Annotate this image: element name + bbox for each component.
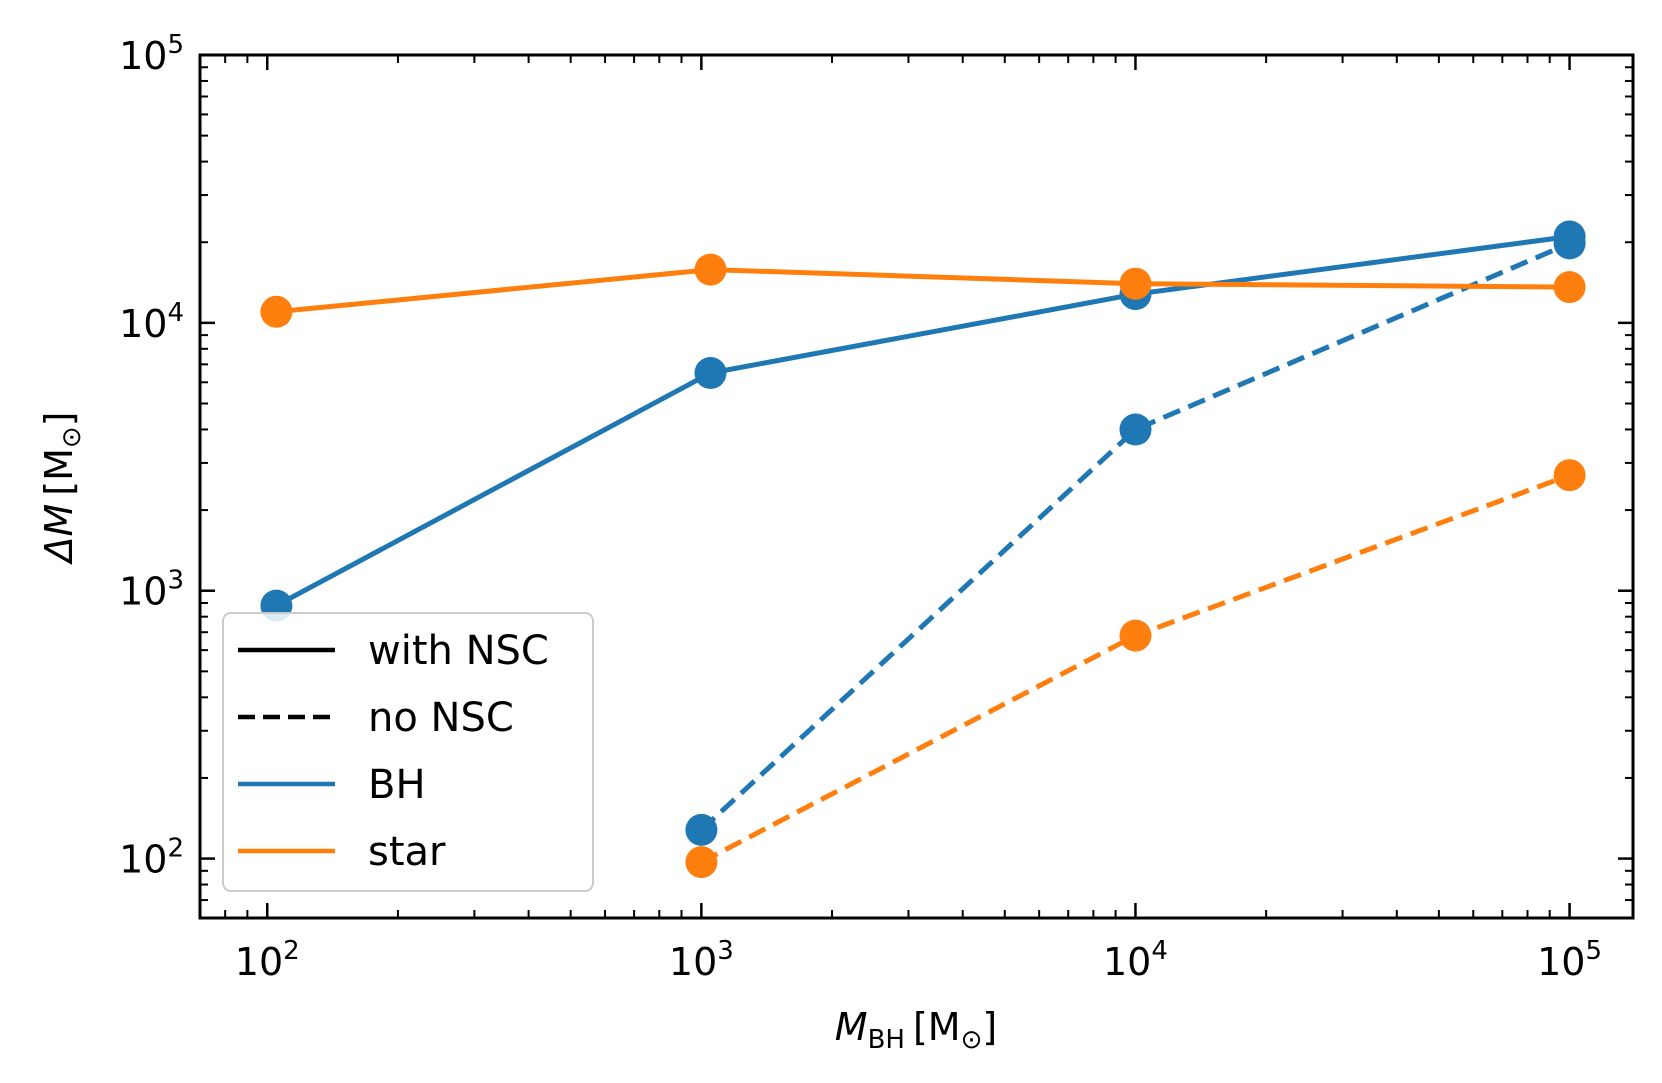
data-point-bh-nonsc <box>685 813 718 846</box>
data-point-star-nsc <box>1119 267 1152 300</box>
y-axis-label: ΔM[M⊙] <box>37 411 87 565</box>
data-point-star-nonsc <box>685 846 718 879</box>
series-line-star-nonsc <box>700 472 1571 865</box>
data-point-star-nsc <box>1553 271 1586 304</box>
data-point-star-nsc <box>694 253 727 286</box>
series-line-bh-nonsc <box>699 241 1571 832</box>
data-point-star-nsc <box>260 295 293 328</box>
x-tick-label: 102 <box>235 936 300 984</box>
legend-label-star: star <box>368 829 446 875</box>
y-tick-label: 103 <box>119 566 184 614</box>
x-tick-label: 103 <box>669 936 734 984</box>
data-point-star-nonsc <box>1119 619 1152 652</box>
x-tick-label: 105 <box>1537 936 1602 984</box>
major-ticks <box>200 53 1633 918</box>
data-point-bh-nonsc <box>1119 413 1152 446</box>
legend-label-no-nsc: no NSC <box>368 695 514 741</box>
tick-labels: 102 103 104 105 102 103 104 105 <box>119 30 1602 984</box>
x-axis-label: MBH [M⊙] <box>835 1005 997 1055</box>
legend-box <box>222 612 594 892</box>
series-line-bh-nsc <box>275 234 1570 608</box>
x-tick-label: 104 <box>1103 936 1168 984</box>
legend-label-bh: BH <box>368 762 426 808</box>
data-point-bh-nsc <box>1553 220 1586 253</box>
y-tick-label: 104 <box>119 298 184 346</box>
y-tick-label: 105 <box>119 30 184 78</box>
data-point-bh-nsc <box>694 357 727 389</box>
series-line-star-nsc <box>276 267 1570 315</box>
plot-frame <box>198 53 1635 920</box>
data-point-star-nonsc <box>1553 459 1586 492</box>
legend-label-with-nsc: with NSC <box>368 628 549 674</box>
y-tick-label: 102 <box>119 834 184 882</box>
legend: with NSC no NSC BH star <box>222 612 594 892</box>
series-layer <box>260 220 1586 879</box>
